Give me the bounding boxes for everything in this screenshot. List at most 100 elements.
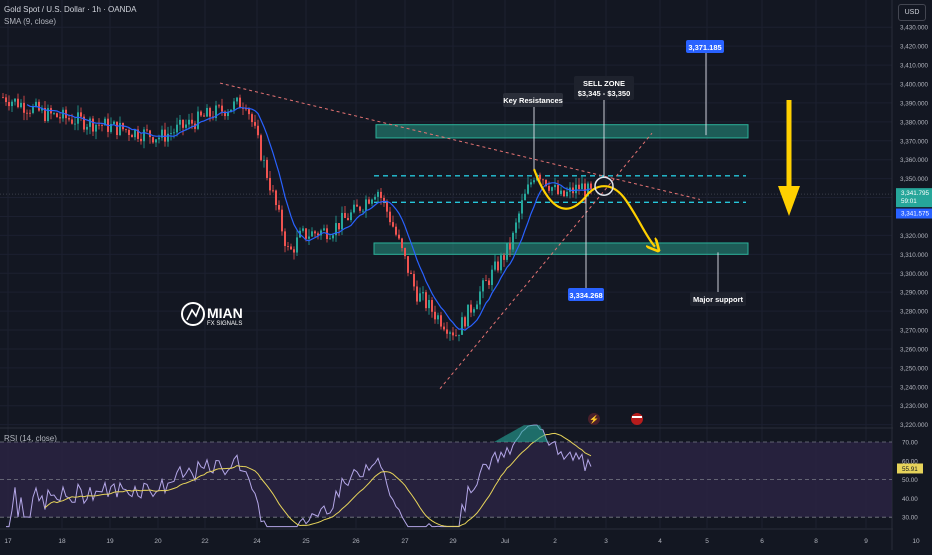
sell-zone-label-box — [574, 76, 634, 100]
candle-down — [464, 317, 466, 327]
price-tick: 3,310.000 — [900, 252, 929, 259]
candle-up — [86, 126, 88, 130]
flash-icon: ⚡ — [589, 414, 599, 424]
candle-down — [548, 186, 550, 191]
rsi-tick: 60.00 — [902, 458, 918, 465]
candle-up — [134, 129, 136, 138]
candle-up — [74, 123, 76, 125]
time-tick: 9 — [864, 538, 868, 545]
candle-down — [452, 332, 454, 336]
time-tick: 6 — [760, 538, 764, 545]
candle-up — [362, 210, 364, 212]
candle-down — [224, 111, 226, 117]
rsi-tick: 70.00 — [902, 440, 918, 447]
annotations: Key Resistances SELL ZONE$3,345 - $3,350 3… — [181, 40, 800, 425]
candle-up — [530, 182, 532, 185]
time-tick: Jul — [501, 538, 510, 545]
axis-bg — [893, 0, 932, 550]
candle-down — [17, 98, 19, 108]
rsi-legend[interactable]: RSI (14, close) — [4, 434, 57, 443]
candle-down — [44, 107, 46, 122]
candle-down — [281, 209, 283, 232]
candle-down — [218, 105, 220, 107]
candle-down — [431, 300, 433, 312]
candles — [2, 93, 592, 342]
candle-down — [92, 118, 94, 132]
candle-down — [545, 179, 547, 187]
candle-down — [245, 108, 247, 110]
candle-up — [110, 123, 112, 132]
candle-down — [305, 228, 307, 239]
candle-up — [377, 191, 379, 197]
candle-down — [578, 184, 580, 190]
rsi-ma-line — [44, 432, 592, 527]
candle-down — [485, 280, 487, 282]
sma-polyline — [26, 104, 592, 331]
candle-down — [398, 234, 400, 239]
candle-down — [269, 177, 271, 191]
candle-up — [353, 204, 355, 213]
candle-down — [137, 129, 139, 139]
candle-down — [5, 97, 7, 103]
candle-down — [539, 174, 541, 180]
candle-down — [590, 183, 592, 190]
candle-down — [497, 261, 499, 271]
candle-up — [566, 191, 568, 197]
candle-up — [515, 222, 517, 233]
candle-down — [125, 129, 127, 131]
candle-down — [404, 248, 406, 257]
last-price-tag — [896, 188, 932, 208]
candle-up — [11, 101, 13, 107]
support-zone — [373, 242, 749, 255]
candle-down — [368, 199, 370, 204]
time-tick: 22 — [201, 538, 209, 545]
rsi-line — [6, 424, 592, 528]
symbol-title: Gold Spot / U.S. Dollar · 1h · OANDA — [4, 5, 137, 14]
candle-down — [503, 255, 505, 260]
candle-up — [215, 105, 217, 119]
zones — [0, 124, 892, 255]
candle-down — [416, 286, 418, 302]
time-tick: 8 — [814, 538, 818, 545]
major-support-label-box — [690, 292, 746, 306]
time-tick: 4 — [658, 538, 662, 545]
candle-up — [41, 107, 43, 111]
candle-up — [506, 243, 508, 260]
candle-up — [53, 113, 55, 114]
up-trend-line — [439, 132, 653, 390]
candle-up — [512, 232, 514, 250]
rsi-tick: 40.00 — [902, 496, 918, 503]
candle-down — [389, 211, 391, 223]
candle-up — [476, 304, 478, 310]
major-support-label-text: Major support — [693, 295, 744, 304]
watermark-sub: FX SIGNALS — [207, 321, 242, 327]
price-tick: 3,400.000 — [900, 82, 929, 89]
candle-down — [440, 315, 442, 327]
candle-up — [449, 332, 451, 334]
candle-down — [239, 97, 241, 109]
candle-down — [284, 231, 286, 247]
candle-down — [383, 197, 385, 202]
candle-up — [185, 124, 187, 128]
candle-up — [521, 200, 523, 214]
countdown-value: 59:01 — [901, 198, 917, 205]
time-axis: 17 18 19 20 22 24 25 26 27 29 Jul 2 3 4 5 6 8 9 10 — [4, 538, 920, 545]
candle-up — [158, 137, 160, 140]
price-tick: 3,220.000 — [900, 422, 929, 429]
sma-legend[interactable]: SMA (9, close) — [4, 17, 57, 26]
candle-up — [188, 119, 190, 125]
price-tick: 3,420.000 — [900, 44, 929, 51]
sell-zone-circle — [594, 176, 614, 196]
candle-up — [350, 212, 352, 221]
currency-button[interactable]: USD — [898, 4, 926, 21]
candle-down — [23, 102, 25, 113]
candle-down — [260, 135, 262, 161]
logo-mark-icon — [181, 302, 205, 326]
candle-down — [410, 272, 412, 274]
candle-up — [518, 213, 520, 223]
key-resistances-label-text: Key Resistances — [503, 96, 563, 105]
last-price-value: 3,341.795 — [901, 190, 930, 197]
candle-up — [104, 118, 106, 126]
